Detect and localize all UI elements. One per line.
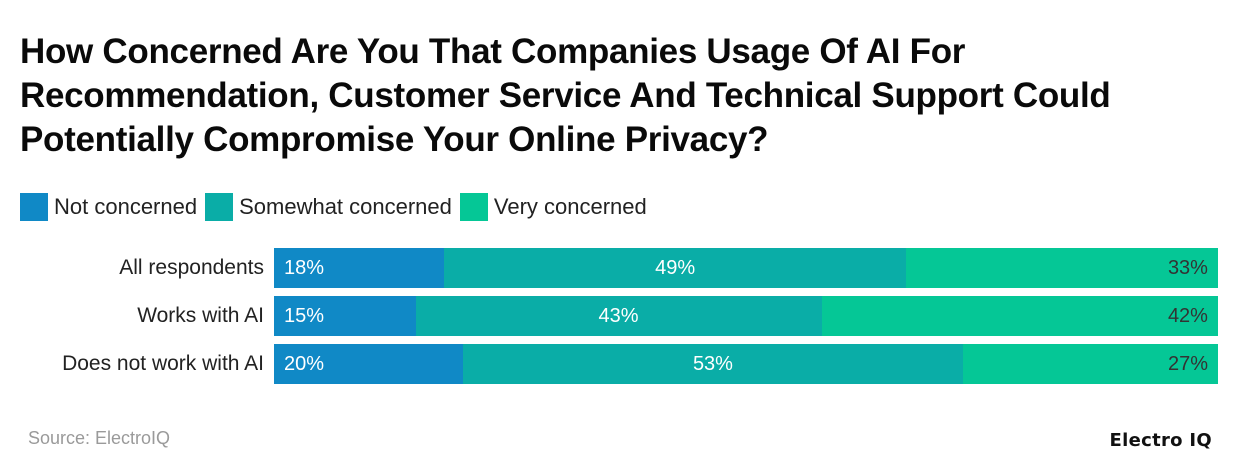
bar-row-does-not-work-with-ai: Does not work with AI 20% 53% 27% — [0, 344, 1240, 384]
legend-item-not-concerned: Not concerned — [20, 193, 197, 221]
bar-row-all-respondents: All respondents 18% 49% 33% — [0, 248, 1240, 288]
bar-row-works-with-ai: Works with AI 15% 43% 42% — [0, 296, 1240, 336]
category-label: Works with AI — [137, 304, 264, 327]
category-label: Does not work with AI — [62, 352, 264, 375]
legend-swatch-somewhat-concerned — [205, 193, 234, 221]
bar-segment-very-concerned: 42% — [821, 296, 1218, 336]
stacked-bar: 15% 43% 42% — [274, 296, 1218, 336]
legend-label: Not concerned — [54, 194, 198, 219]
legend-swatch-very-concerned — [459, 193, 488, 221]
bar-segment-not-concerned: 15% — [274, 296, 416, 336]
bar-segment-somewhat-concerned: 43% — [415, 296, 822, 336]
bar-segment-very-concerned: 27% — [963, 344, 1218, 384]
legend-label: Very concerned — [493, 194, 647, 219]
bar-segment-not-concerned: 20% — [274, 344, 463, 384]
legend-swatch-not-concerned — [20, 193, 48, 221]
source-note: Source: ElectroIQ — [28, 428, 171, 448]
bar-segment-somewhat-concerned: 49% — [443, 248, 907, 288]
legend: Not concerned Somewhat concerned Very co… — [20, 193, 655, 221]
bar-segment-somewhat-concerned: 53% — [462, 344, 964, 384]
bar-segment-very-concerned: 33% — [906, 248, 1218, 288]
brand-logo: Electro IQ — [1109, 430, 1212, 451]
legend-item-very-concerned: Very concerned — [459, 193, 647, 221]
bar-segment-not-concerned: 18% — [274, 248, 444, 288]
legend-label: Somewhat concerned — [239, 194, 452, 219]
stacked-bar: 20% 53% 27% — [274, 344, 1218, 384]
chart-title: How Concerned Are You That Companies Usa… — [20, 32, 1111, 159]
stacked-bar: 18% 49% 33% — [274, 248, 1218, 288]
category-label: All respondents — [119, 256, 264, 279]
legend-item-somewhat-concerned: Somewhat concerned — [205, 193, 452, 221]
